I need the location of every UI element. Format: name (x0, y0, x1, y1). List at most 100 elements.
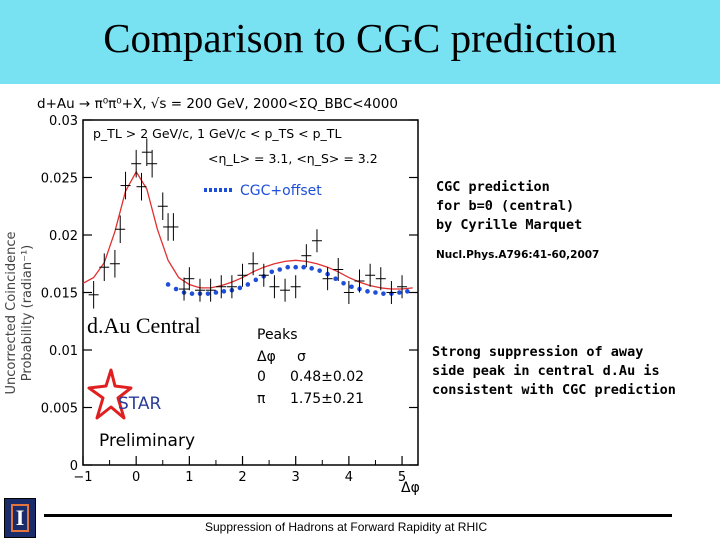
y-tick-label: 0.005 (41, 402, 78, 417)
cgc-point (173, 286, 179, 292)
slide-title: Comparison to CGC prediction (103, 15, 617, 61)
title-bar (0, 0, 720, 84)
data-point (311, 229, 322, 253)
data-point (322, 267, 333, 291)
cgc-point (165, 282, 171, 287)
preliminary-label: Preliminary (99, 431, 195, 451)
cgc-note-line3: by Cyrille Marquet (436, 217, 583, 233)
cgc-point (213, 290, 219, 295)
data-point (343, 281, 354, 304)
cgc-point (245, 282, 251, 287)
cgc-point (205, 291, 211, 296)
peaks-table: Peaks Δφ σ 0 0.48±0.02 π 1.75±0.21 (257, 327, 364, 407)
y-axis-label-line2: Probability (radian⁻¹) (20, 245, 35, 381)
x-tick-label: 2 (238, 470, 246, 485)
x-tick-label: 4 (345, 470, 353, 485)
data-point (397, 275, 408, 299)
y-tick-label: 0.015 (41, 287, 78, 302)
data-point (120, 171, 131, 200)
suppression-note-line3: consistent with CGC prediction (432, 382, 676, 398)
data-point (375, 267, 386, 291)
data-point (365, 263, 376, 287)
suppression-note: Strong suppression of away side peak in … (432, 343, 676, 400)
x-axis-label: Δφ (401, 480, 420, 496)
star-logo-icon (87, 368, 133, 420)
y-tick-label: 0.03 (49, 114, 78, 129)
chart-header: d+Au → π⁰π⁰+X, √s = 200 GeV, 2000<ΣQ_BBC… (37, 96, 398, 112)
data-point (157, 192, 168, 221)
data-point (115, 215, 126, 244)
cgc-point (277, 267, 283, 272)
y-tick-label: 0.01 (49, 344, 78, 359)
suppression-note-line2: side peak in central d.Au is (432, 363, 660, 379)
footer-text: Suppression of Hadrons at Forward Rapidi… (205, 520, 488, 534)
data-point (168, 213, 179, 241)
data-point (301, 244, 312, 268)
cgc-point (269, 269, 275, 275)
cgc-point (285, 264, 291, 270)
cgc-point (397, 290, 402, 295)
y-tick-label: 0 (70, 459, 78, 474)
data-point (141, 138, 152, 166)
data-point (226, 275, 237, 299)
cgc-point (253, 277, 259, 283)
data-point (237, 263, 248, 287)
cgc-point (317, 268, 322, 273)
star-label: STAR (118, 394, 161, 414)
cgc-point (189, 291, 195, 296)
cgc-point (293, 264, 298, 270)
peaks-row2-pos: π (257, 391, 266, 407)
y-tick-label: 0.02 (49, 229, 78, 244)
data-point (136, 172, 147, 201)
cgc-note-line1: CGC prediction (436, 179, 550, 195)
data-point (194, 278, 205, 302)
data-point (269, 275, 280, 299)
data-point (248, 252, 259, 276)
data-point (258, 263, 269, 287)
peaks-col1: Δφ (257, 349, 276, 365)
data-point (216, 275, 227, 299)
cgc-point (373, 290, 378, 295)
cgc-point (365, 289, 370, 294)
suppression-note-line1: Strong suppression of away (432, 344, 644, 360)
cgc-note-line2: for b=0 (central) (436, 198, 575, 214)
peaks-col2: σ (297, 349, 306, 365)
cuts-line-1: p_TL > 2 GeV/c, 1 GeV/c < p_TS < p_TL (93, 126, 341, 141)
data-point (354, 269, 365, 293)
data-point (131, 149, 142, 178)
cgc-note: CGC prediction for b=0 (central) by Cyri… (436, 178, 582, 235)
peaks-row1-sigma: 0.48±0.02 (290, 369, 364, 385)
data-point (109, 249, 120, 278)
logo-letter: I (11, 504, 29, 532)
peaks-row1-pos: 0 (257, 369, 266, 385)
data-point (184, 267, 195, 291)
x-tick-label: 3 (292, 470, 300, 485)
data-point (205, 278, 216, 302)
cgc-point (237, 285, 243, 291)
cgc-point (301, 264, 306, 270)
central-label: d.Au Central (87, 313, 201, 338)
reference-note: Nucl.Phys.A796:41-60,2007 (436, 249, 600, 261)
cgc-point (333, 276, 338, 282)
university-logo: I (4, 498, 36, 538)
cgc-point (405, 289, 410, 294)
data-point (147, 149, 158, 178)
data-point (386, 281, 397, 304)
peaks-row2-sigma: 1.75±0.21 (290, 391, 364, 407)
cuts-line-2: <η_L> = 3.1, <η_S> = 3.2 (208, 151, 378, 166)
legend-label: CGC+offset (240, 183, 322, 199)
x-tick-label: 0 (132, 470, 140, 485)
data-point (290, 275, 301, 299)
data-point (280, 278, 291, 302)
y-tick-label: 0.025 (41, 172, 78, 187)
cgc-point (309, 266, 314, 271)
cgc-point (221, 289, 227, 294)
cgc-point (349, 284, 354, 290)
data-point (99, 253, 110, 281)
x-tick-label: −1 (73, 470, 92, 485)
y-axis-label: Uncorrected Coincidence Probability (rad… (4, 232, 35, 395)
data-point (333, 258, 344, 281)
x-tick-label: 1 (185, 470, 193, 485)
data-point (88, 281, 99, 309)
